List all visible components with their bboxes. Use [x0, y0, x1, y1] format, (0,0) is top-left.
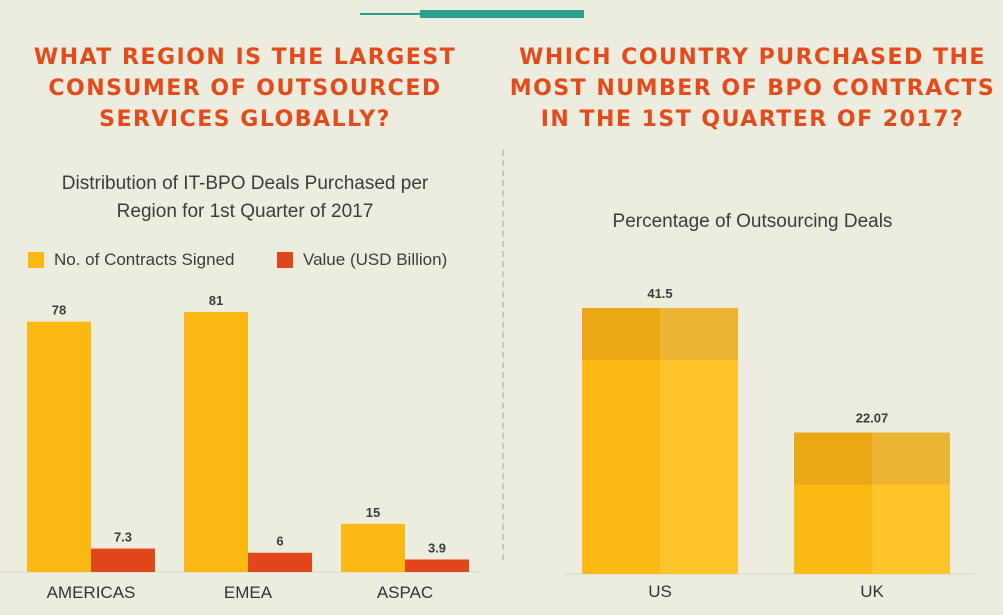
bar-emea-contracts	[184, 312, 248, 572]
bar-us-top-band	[582, 308, 660, 360]
bar-aspac-contracts	[341, 523, 405, 572]
right-heading-line-1: Which country purchased the	[519, 45, 986, 70]
data-label-uk: 22.07	[856, 411, 889, 426]
legend-swatch-contracts	[28, 252, 44, 268]
region-chart-title: Distribution of IT-BPO Deals Purchased p…	[0, 170, 490, 226]
legend-label-contracts: No. of Contracts Signed	[54, 250, 235, 269]
legend-item-value: Value (USD Billion)	[277, 250, 447, 270]
left-heading-line-2: consumer of outsourced	[48, 76, 442, 101]
bar-aspac-value	[405, 559, 469, 572]
bar-americas-contracts	[27, 321, 91, 572]
data-label-us: 41.5	[647, 286, 672, 301]
right-heading-line-2: most number of BPO contracts	[509, 76, 996, 101]
legend-label-value: Value (USD Billion)	[303, 250, 448, 269]
data-label-emea-value: 6	[276, 534, 283, 549]
category-label-uk: UK	[860, 582, 884, 601]
category-label-aspac: ASPAC	[377, 583, 433, 602]
country-bar-chart: 41.5 US 22.07 UK	[565, 286, 975, 601]
left-heading-line-3: services globally?	[99, 107, 391, 132]
category-label-americas: AMERICAS	[47, 583, 136, 602]
category-label-us: US	[648, 582, 672, 601]
legend-item-contracts: No. of Contracts Signed	[28, 250, 234, 270]
data-label-aspac-value: 3.9	[428, 540, 446, 555]
bar-uk-top-band	[794, 432, 872, 485]
country-chart-title: Percentage of Outsourcing Deals	[612, 211, 893, 232]
region-bar-chart: 78 7.3 AMERICAS 81 6 EMEA 15 3.9 ASPAC	[0, 293, 480, 602]
right-heading: Which country purchased the most number …	[505, 42, 1000, 135]
legend-swatch-value	[277, 252, 293, 268]
data-label-aspac-contracts: 15	[366, 505, 380, 520]
right-heading-line-3: in the 1st quarter of 2017?	[540, 107, 965, 132]
bar-emea-value	[248, 552, 312, 572]
section-divider	[502, 150, 504, 560]
data-label-emea-contracts: 81	[209, 293, 223, 308]
top-accent-bar	[420, 10, 584, 18]
left-heading-line-1: What region is the largest	[33, 45, 457, 70]
data-label-americas-value: 7.3	[114, 530, 132, 545]
category-label-emea: EMEA	[224, 583, 273, 602]
data-label-americas-contracts: 78	[52, 303, 66, 318]
left-heading: What region is the largest consumer of o…	[0, 42, 490, 135]
bar-uk-top-band-highlight	[872, 432, 950, 485]
region-chart-title-text: Distribution of IT-BPO Deals Purchased p…	[61, 173, 429, 222]
bar-us-top-band-highlight	[660, 308, 738, 360]
bar-americas-value	[91, 548, 155, 572]
